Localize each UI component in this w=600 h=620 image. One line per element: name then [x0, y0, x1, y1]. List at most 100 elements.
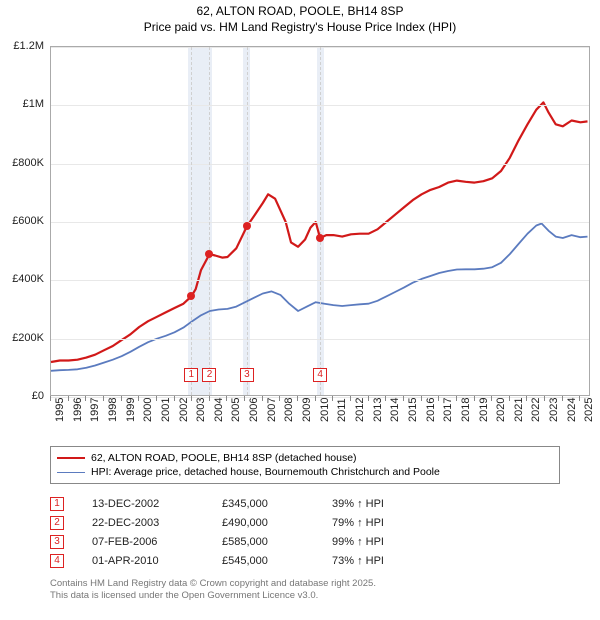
sale-vline — [247, 47, 248, 395]
x-tick — [244, 396, 245, 401]
x-tick — [332, 396, 333, 401]
sale-marker: 3 — [240, 368, 254, 382]
y-tick-label: £400K — [0, 273, 44, 285]
x-tick-label: 2022 — [530, 398, 542, 422]
x-tick-label: 2003 — [195, 398, 207, 422]
sale-marker-small: 3 — [50, 535, 64, 549]
x-tick — [279, 396, 280, 401]
x-tick-label: 2025 — [583, 398, 595, 422]
sale-marker: 2 — [202, 368, 216, 382]
x-tick-label: 2005 — [230, 398, 242, 422]
x-tick-label: 2006 — [248, 398, 260, 422]
y-tick-label: £200K — [0, 332, 44, 344]
title-block: 62, ALTON ROAD, POOLE, BH14 8SP Price pa… — [0, 0, 600, 35]
x-tick-label: 2012 — [354, 398, 366, 422]
x-tick — [262, 396, 263, 401]
x-tick-label: 2023 — [548, 398, 560, 422]
legend: 62, ALTON ROAD, POOLE, BH14 8SP (detache… — [50, 446, 560, 484]
footer-line1: Contains HM Land Registry data © Crown c… — [50, 578, 376, 590]
x-tick-label: 2009 — [301, 398, 313, 422]
sale-date: 13-DEC-2002 — [92, 498, 222, 510]
footer-line2: This data is licensed under the Open Gov… — [50, 590, 376, 602]
x-tick-label: 1996 — [72, 398, 84, 422]
sale-dot — [187, 292, 195, 300]
legend-label: HPI: Average price, detached house, Bour… — [91, 466, 440, 478]
x-tick — [474, 396, 475, 401]
x-tick — [174, 396, 175, 401]
sales-row: 2 22-DEC-2003£490,00079% ↑ HPI — [50, 513, 384, 532]
x-tick — [156, 396, 157, 401]
y-tick-label: £600K — [0, 215, 44, 227]
x-tick-label: 1995 — [54, 398, 66, 422]
x-tick — [209, 396, 210, 401]
x-tick — [526, 396, 527, 401]
x-tick-label: 2017 — [442, 398, 454, 422]
x-tick — [456, 396, 457, 401]
legend-row-hpi: HPI: Average price, detached house, Bour… — [57, 465, 553, 479]
plot-region: 12 3 4 — [50, 46, 590, 396]
sale-vline — [191, 47, 192, 395]
sale-marker: 4 — [313, 368, 327, 382]
x-tick-label: 2007 — [266, 398, 278, 422]
x-tick — [438, 396, 439, 401]
sales-table: 113-DEC-2002£345,00039% ↑ HPI222-DEC-200… — [50, 494, 384, 570]
x-tick — [68, 396, 69, 401]
x-tick — [350, 396, 351, 401]
sales-row: 307-FEB-2006£585,00099% ↑ HPI — [50, 532, 384, 551]
x-tick-label: 2000 — [142, 398, 154, 422]
legend-label: 62, ALTON ROAD, POOLE, BH14 8SP (detache… — [91, 452, 357, 464]
x-tick-label: 2002 — [178, 398, 190, 422]
x-tick — [579, 396, 580, 401]
y-tick-label: £1.2M — [0, 40, 44, 52]
x-tick-label: 1999 — [125, 398, 137, 422]
legend-swatch — [57, 472, 85, 473]
x-tick-label: 1998 — [107, 398, 119, 422]
x-tick — [403, 396, 404, 401]
x-tick-label: 2018 — [460, 398, 472, 422]
legend-row-property: 62, ALTON ROAD, POOLE, BH14 8SP (detache… — [57, 451, 553, 465]
x-tick-label: 2016 — [425, 398, 437, 422]
sale-marker-small: 4 — [50, 554, 64, 568]
x-tick-label: 1997 — [89, 398, 101, 422]
sale-dot — [316, 234, 324, 242]
x-tick — [103, 396, 104, 401]
x-tick-label: 2021 — [513, 398, 525, 422]
title-line2: Price paid vs. HM Land Registry's House … — [0, 20, 600, 36]
x-tick-label: 2024 — [566, 398, 578, 422]
sale-price: £545,000 — [222, 555, 332, 567]
x-tick-label: 2019 — [478, 398, 490, 422]
title-line1: 62, ALTON ROAD, POOLE, BH14 8SP — [0, 4, 600, 20]
sale-vline — [320, 47, 321, 395]
x-tick-label: 2008 — [283, 398, 295, 422]
x-tick-label: 2010 — [319, 398, 331, 422]
sale-marker-small: 2 — [50, 516, 64, 530]
x-tick — [368, 396, 369, 401]
x-tick — [385, 396, 386, 401]
legend-swatch — [57, 457, 85, 459]
sale-date: 01-APR-2010 — [92, 555, 222, 567]
sale-pct: 73% ↑ HPI — [332, 555, 384, 567]
x-tick-label: 2011 — [336, 398, 348, 422]
sale-vline — [209, 47, 210, 395]
x-tick — [562, 396, 563, 401]
x-tick — [544, 396, 545, 401]
sale-pct: 79% ↑ HPI — [332, 517, 384, 529]
sale-date: 22-DEC-2003 — [92, 517, 222, 529]
x-tick-label: 2020 — [495, 398, 507, 422]
x-tick — [191, 396, 192, 401]
x-tick-label: 2004 — [213, 398, 225, 422]
chart-container: 62, ALTON ROAD, POOLE, BH14 8SP Price pa… — [0, 0, 600, 620]
sale-pct: 99% ↑ HPI — [332, 536, 384, 548]
x-tick — [315, 396, 316, 401]
sales-row: 4 01-APR-2010£545,00073% ↑ HPI — [50, 551, 384, 570]
x-tick-label: 2001 — [160, 398, 172, 422]
sale-marker: 1 — [184, 368, 198, 382]
footer-note: Contains HM Land Registry data © Crown c… — [50, 578, 376, 602]
x-tick — [138, 396, 139, 401]
x-tick — [297, 396, 298, 401]
x-tick — [121, 396, 122, 401]
x-tick — [50, 396, 51, 401]
sale-price: £490,000 — [222, 517, 332, 529]
x-tick-label: 2013 — [372, 398, 384, 422]
x-tick-label: 2014 — [389, 398, 401, 422]
